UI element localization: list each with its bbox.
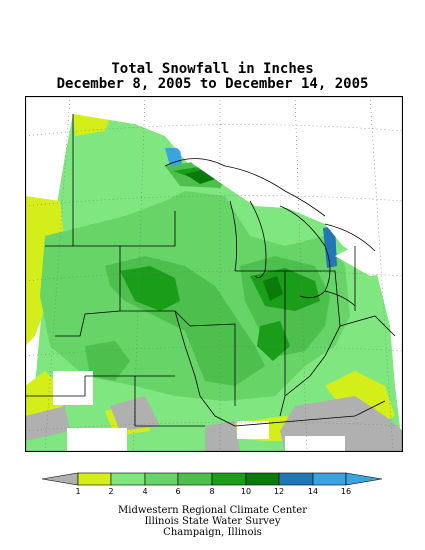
- legend-swatch-10-12: [245, 472, 280, 486]
- legend-swatch-4-6: [144, 472, 179, 486]
- snowfall-region-14-16: [165, 148, 182, 166]
- legend-swatch-14-16: [312, 472, 347, 486]
- snowfall-region-below-1: [25, 406, 70, 441]
- credit-location: Champaign, Illinois: [163, 527, 262, 538]
- snowfall-map: [25, 96, 403, 452]
- legend-tick-12: 12: [274, 487, 284, 496]
- credit-center: Midwestern Regional Climate Center: [118, 505, 307, 516]
- credit-survey: Illinois State Water Survey: [144, 516, 281, 527]
- snowfall-region-1-2: [73, 114, 110, 136]
- legend-tick-4: 4: [142, 487, 147, 496]
- legend-tick-1: 1: [75, 487, 80, 496]
- map-date-range: December 8, 2005 to December 14, 2005: [56, 76, 369, 92]
- legend-tick-16: 16: [341, 487, 351, 496]
- no-data-block: [67, 428, 127, 452]
- snowfall-region-8-10: [257, 321, 290, 361]
- legend-tick-2: 2: [108, 487, 113, 496]
- snowfall-region-below-1: [205, 421, 240, 452]
- legend-swatch-8-10: [211, 472, 247, 486]
- snowfall-region-12-14: [323, 226, 337, 268]
- great-lakes-outlines: [164, 158, 376, 307]
- legend-tick-8: 8: [209, 487, 214, 496]
- map-title: Total Snowfall in Inches: [111, 61, 314, 77]
- color-legend: 1 2 4 6 8 10 12 14 16: [41, 472, 383, 496]
- snowfall-region-8-10: [120, 266, 180, 311]
- legend-swatch-2-4: [110, 472, 146, 486]
- snowfall-region-10-12: [263, 276, 283, 301]
- no-data-block: [53, 371, 93, 405]
- legend-swatch-1-2: [77, 472, 112, 486]
- no-data-region-northeast-lake: [335, 226, 403, 276]
- no-data-block: [285, 436, 345, 452]
- snowfall-region-6-8: [85, 341, 130, 381]
- legend-tick-10: 10: [241, 487, 251, 496]
- legend-swatch-6-8: [177, 472, 213, 486]
- no-data-region-north: [25, 96, 403, 271]
- legend-tick-14: 14: [308, 487, 318, 496]
- legend-tick-6: 6: [175, 487, 180, 496]
- legend-swatch-below-1: [41, 472, 79, 486]
- legend-swatch-above-16: [345, 472, 383, 486]
- legend-swatch-12-14: [278, 472, 314, 486]
- state-boundaries: [25, 114, 396, 427]
- map-frame: [25, 96, 403, 452]
